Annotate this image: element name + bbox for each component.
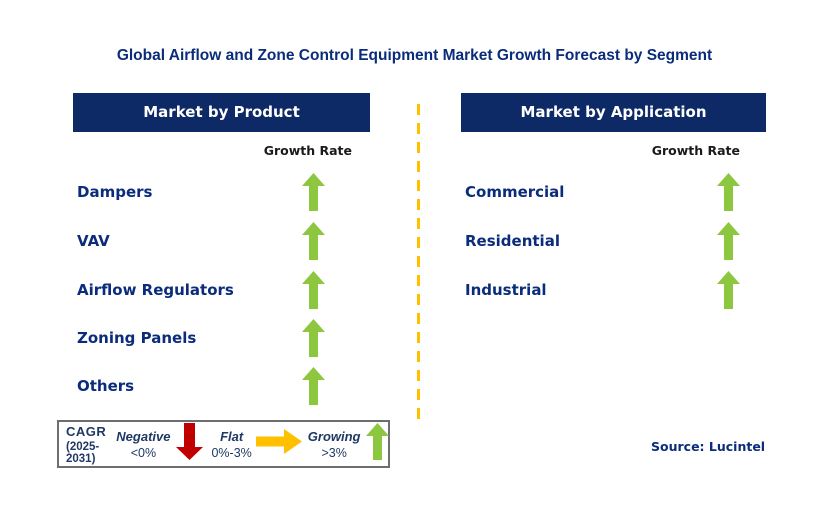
- segment-label: Zoning Panels: [77, 329, 197, 347]
- growth-rate-column-header: Growth Rate: [651, 143, 740, 158]
- legend-label: Negative: [116, 428, 171, 444]
- legend-texts: Flat 0%-3%: [211, 429, 251, 460]
- growth-up-arrow-icon: [302, 222, 325, 265]
- legend-range: 0%-3%: [211, 445, 252, 460]
- dashed-divider: [417, 104, 420, 420]
- growth-up-arrow-icon: [302, 173, 325, 216]
- panel-market-by-application: Market by Application Growth Rate Commer…: [461, 93, 766, 309]
- legend-entry-negative: Negative <0%: [116, 423, 204, 465]
- cagr-period: (2025-2031): [66, 440, 100, 465]
- segment-row: Industrial: [461, 270, 766, 310]
- panel-header: Market by Application: [461, 93, 766, 132]
- segment-label: Commercial: [465, 183, 565, 201]
- cagr-label: CAGR: [66, 423, 107, 439]
- segment-row: Zoning Panels: [73, 318, 370, 358]
- segment-label: Airflow Regulators: [77, 281, 234, 299]
- segment-row: Residential: [461, 221, 766, 261]
- legend-entry-flat: Flat 0%-3%: [211, 429, 302, 460]
- growth-up-arrow-icon: [302, 271, 325, 314]
- negative-down-arrow-icon: [176, 423, 204, 465]
- legend-range: <0%: [130, 445, 157, 460]
- cagr-block: CAGR (2025-2031): [66, 424, 106, 465]
- growing-up-arrow-icon: [365, 423, 389, 465]
- segment-row: Airflow Regulators: [73, 270, 370, 310]
- growth-up-arrow-icon: [302, 367, 325, 410]
- segment-row: Others: [73, 366, 370, 406]
- legend-texts: Negative <0%: [116, 429, 170, 460]
- panel-header: Market by Product: [73, 93, 370, 132]
- segment-row: VAV: [73, 221, 370, 261]
- segment-row: Commercial: [461, 172, 766, 212]
- cagr-legend: CAGR (2025-2031) Negative <0% Flat 0%-3%: [57, 420, 390, 468]
- segment-label: Industrial: [465, 281, 547, 299]
- segment-label: Others: [77, 377, 135, 395]
- growth-up-arrow-icon: [717, 271, 740, 314]
- source-credit: Source: Lucintel: [651, 439, 766, 454]
- legend-range: >3%: [321, 445, 347, 460]
- segment-label: Residential: [465, 232, 560, 250]
- legend-texts: Growing >3%: [308, 429, 361, 460]
- legend-entry-growing: Growing >3%: [308, 423, 389, 465]
- flat-right-arrow-icon: [255, 429, 302, 459]
- growth-up-arrow-icon: [717, 173, 740, 216]
- legend-label: Growing: [307, 428, 361, 444]
- page-title: Global Airflow and Zone Control Equipmen…: [116, 47, 713, 64]
- segment-row: Dampers: [73, 172, 370, 212]
- segment-label: Dampers: [77, 183, 153, 201]
- growth-rate-column-header: Growth Rate: [263, 143, 352, 158]
- growth-up-arrow-icon: [717, 222, 740, 265]
- legend-label: Flat: [220, 428, 244, 444]
- segment-label: VAV: [77, 232, 110, 250]
- panel-market-by-product: Market by Product Growth Rate Dampers VA…: [73, 93, 370, 405]
- growth-up-arrow-icon: [302, 319, 325, 362]
